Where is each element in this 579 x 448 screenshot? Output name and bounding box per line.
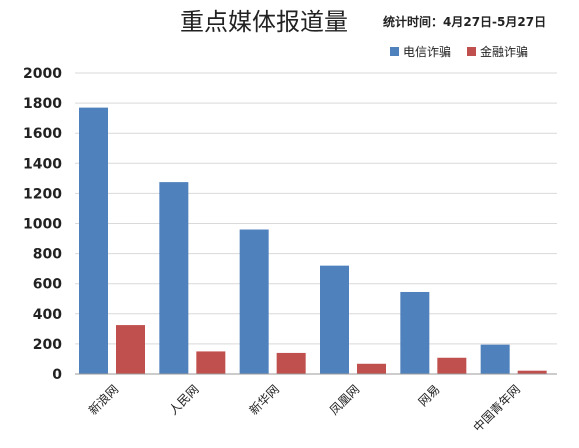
x-tick-label: 中国青年网 [470,382,523,435]
y-tick-label: 400 [33,307,62,323]
bar-telecom-fraud [239,229,269,374]
y-tick-label: 1200 [23,186,62,202]
bars [79,107,547,375]
x-tick-label: 人民网 [166,382,201,417]
bar-telecom-fraud [79,107,108,375]
legend-swatch [390,47,399,56]
chart-subtitle: 统计时间：4月27日-5月27日 [383,14,546,29]
y-tick-label: 200 [33,337,62,353]
gridlines [75,72,557,345]
y-axis-ticks: 0 200 400 600 800 1000 1200 1400 1600 1800 2000 [23,66,62,383]
y-tick-label: 800 [33,247,62,263]
x-tick-label: 网易 [416,382,443,409]
y-tick-label: 2000 [23,66,62,82]
legend-label: 电信诈骗 [403,44,451,59]
legend-swatch [467,47,476,56]
x-axis-ticks: 新浪网 人民网 新华网 凤凰网 网易 中国青年网 [85,382,523,435]
bar-financial-fraud [116,325,145,374]
legend: 电信诈骗 金融诈骗 [390,44,528,59]
bar-financial-fraud [437,357,467,374]
y-tick-label: 1600 [23,126,62,142]
y-tick-label: 1000 [23,217,62,233]
bar-financial-fraud [276,352,306,374]
chart-title: 重点媒体报道量 [180,8,348,36]
bar-telecom-fraud [400,291,430,374]
bar-financial-fraud [357,363,386,374]
bar-telecom-fraud [159,182,189,374]
bar-telecom-fraud [480,344,510,374]
y-tick-label: 1800 [23,96,62,112]
x-tick-label: 新浪网 [85,382,121,418]
bar-telecom-fraud [320,265,349,374]
y-tick-label: 0 [52,367,62,383]
x-tick-label: 新华网 [246,382,282,418]
bar-financial-fraud [517,370,547,374]
legend-label: 金融诈骗 [480,44,528,59]
x-tick-label: 凤凰网 [327,382,362,417]
y-tick-label: 1400 [23,156,62,172]
bar-financial-fraud [196,351,226,374]
y-tick-label: 600 [33,277,62,293]
